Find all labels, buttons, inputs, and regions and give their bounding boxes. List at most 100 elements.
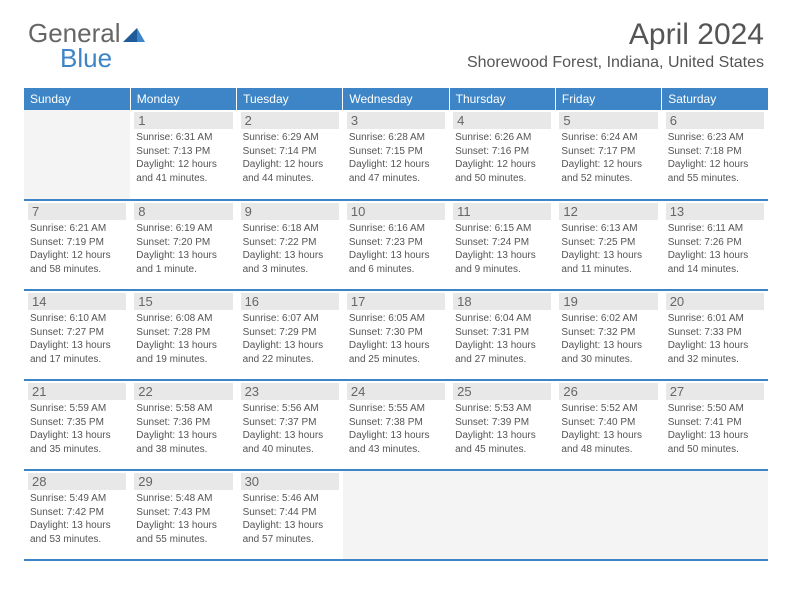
day-cell: 5 Sunrise: 6:24 AMSunset: 7:17 PMDaylight… [555, 110, 661, 200]
day-cell: 27 Sunrise: 5:50 AMSunset: 7:41 PMDayligh… [662, 380, 768, 470]
day-number: 2 [241, 112, 339, 129]
day-number: 12 [559, 203, 657, 220]
day-number: 14 [28, 293, 126, 310]
day-number: 30 [241, 473, 339, 490]
day-cell: 14 Sunrise: 6:10 AMSunset: 7:27 PMDayligh… [24, 290, 130, 380]
dow-header: Friday [555, 88, 661, 110]
header: GeneralBlue April 2024 Shorewood Forest,… [0, 0, 792, 80]
day-number: 11 [453, 203, 551, 220]
day-details: Sunrise: 5:53 AMSunset: 7:39 PMDaylight:… [453, 402, 551, 456]
day-details: Sunrise: 5:55 AMSunset: 7:38 PMDaylight:… [347, 402, 445, 456]
day-details: Sunrise: 6:19 AMSunset: 7:20 PMDaylight:… [134, 222, 232, 276]
day-details: Sunrise: 5:52 AMSunset: 7:40 PMDaylight:… [559, 402, 657, 456]
day-cell: 17 Sunrise: 6:05 AMSunset: 7:30 PMDayligh… [343, 290, 449, 380]
logo-mark-icon [123, 18, 145, 49]
day-cell: 24 Sunrise: 5:55 AMSunset: 7:38 PMDayligh… [343, 380, 449, 470]
dow-header: Wednesday [343, 88, 449, 110]
day-details: Sunrise: 6:24 AMSunset: 7:17 PMDaylight:… [559, 131, 657, 185]
day-details: Sunrise: 6:10 AMSunset: 7:27 PMDaylight:… [28, 312, 126, 366]
day-number: 3 [347, 112, 445, 129]
day-details: Sunrise: 6:04 AMSunset: 7:31 PMDaylight:… [453, 312, 551, 366]
day-details: Sunrise: 5:50 AMSunset: 7:41 PMDaylight:… [666, 402, 764, 456]
day-number: 27 [666, 383, 764, 400]
day-number: 5 [559, 112, 657, 129]
day-number: 26 [559, 383, 657, 400]
dow-header: Thursday [449, 88, 555, 110]
empty-day-cell [343, 470, 449, 560]
day-details: Sunrise: 6:18 AMSunset: 7:22 PMDaylight:… [241, 222, 339, 276]
day-number: 9 [241, 203, 339, 220]
day-number: 24 [347, 383, 445, 400]
location-text: Shorewood Forest, Indiana, United States [467, 54, 764, 72]
day-details: Sunrise: 6:21 AMSunset: 7:19 PMDaylight:… [28, 222, 126, 276]
day-number: 17 [347, 293, 445, 310]
day-details: Sunrise: 5:58 AMSunset: 7:36 PMDaylight:… [134, 402, 232, 456]
day-cell: 12 Sunrise: 6:13 AMSunset: 7:25 PMDayligh… [555, 200, 661, 290]
calendar-week-row: 14 Sunrise: 6:10 AMSunset: 7:27 PMDayligh… [24, 290, 768, 380]
day-details: Sunrise: 6:15 AMSunset: 7:24 PMDaylight:… [453, 222, 551, 276]
day-number: 21 [28, 383, 126, 400]
day-details: Sunrise: 6:05 AMSunset: 7:30 PMDaylight:… [347, 312, 445, 366]
dow-header: Tuesday [237, 88, 343, 110]
day-details: Sunrise: 5:49 AMSunset: 7:42 PMDaylight:… [28, 492, 126, 546]
day-cell: 3 Sunrise: 6:28 AMSunset: 7:15 PMDaylight… [343, 110, 449, 200]
calendar-week-row: 7 Sunrise: 6:21 AMSunset: 7:19 PMDaylight… [24, 200, 768, 290]
day-cell: 23 Sunrise: 5:56 AMSunset: 7:37 PMDayligh… [237, 380, 343, 470]
day-number: 15 [134, 293, 232, 310]
day-cell: 29 Sunrise: 5:48 AMSunset: 7:43 PMDayligh… [130, 470, 236, 560]
day-cell: 19Sunrise: 6:02 AMSunset: 7:32 PMDayligh… [555, 290, 661, 380]
day-cell: 16Sunrise: 6:07 AMSunset: 7:29 PMDayligh… [237, 290, 343, 380]
day-number: 19 [559, 293, 657, 310]
day-details: Sunrise: 6:11 AMSunset: 7:26 PMDaylight:… [666, 222, 764, 276]
calendar-table: SundayMondayTuesdayWednesdayThursdayFrid… [24, 88, 768, 561]
day-number: 10 [347, 203, 445, 220]
day-cell: 2 Sunrise: 6:29 AMSunset: 7:14 PMDaylight… [237, 110, 343, 200]
day-number: 7 [28, 203, 126, 220]
day-cell: 9 Sunrise: 6:18 AMSunset: 7:22 PMDaylight… [237, 200, 343, 290]
day-details: Sunrise: 6:13 AMSunset: 7:25 PMDaylight:… [559, 222, 657, 276]
day-number: 8 [134, 203, 232, 220]
day-number: 6 [666, 112, 764, 129]
day-cell: 26 Sunrise: 5:52 AMSunset: 7:40 PMDayligh… [555, 380, 661, 470]
day-details: Sunrise: 5:46 AMSunset: 7:44 PMDaylight:… [241, 492, 339, 546]
day-details: Sunrise: 6:23 AMSunset: 7:18 PMDaylight:… [666, 131, 764, 185]
day-cell: 22 Sunrise: 5:58 AMSunset: 7:36 PMDayligh… [130, 380, 236, 470]
day-details: Sunrise: 6:28 AMSunset: 7:15 PMDaylight:… [347, 131, 445, 185]
day-cell: 4Sunrise: 6:26 AMSunset: 7:16 PMDaylight… [449, 110, 555, 200]
day-number: 28 [28, 473, 126, 490]
day-details: Sunrise: 6:26 AMSunset: 7:16 PMDaylight:… [453, 131, 551, 185]
day-cell: 7 Sunrise: 6:21 AMSunset: 7:19 PMDaylight… [24, 200, 130, 290]
day-cell: 25 Sunrise: 5:53 AMSunset: 7:39 PMDayligh… [449, 380, 555, 470]
day-details: Sunrise: 6:31 AMSunset: 7:13 PMDaylight:… [134, 131, 232, 185]
day-cell: 21 Sunrise: 5:59 AMSunset: 7:35 PMDayligh… [24, 380, 130, 470]
page-title: April 2024 [467, 18, 764, 52]
day-details: Sunrise: 6:29 AMSunset: 7:14 PMDaylight:… [241, 131, 339, 185]
day-cell: 15Sunrise: 6:08 AMSunset: 7:28 PMDayligh… [130, 290, 236, 380]
day-cell: 28 Sunrise: 5:49 AMSunset: 7:42 PMDayligh… [24, 470, 130, 560]
day-number: 13 [666, 203, 764, 220]
calendar-week-row: 28 Sunrise: 5:49 AMSunset: 7:42 PMDayligh… [24, 470, 768, 560]
day-cell: 30 Sunrise: 5:46 AMSunset: 7:44 PMDayligh… [237, 470, 343, 560]
day-number: 29 [134, 473, 232, 490]
day-number: 1 [134, 112, 232, 129]
empty-day-cell [555, 470, 661, 560]
day-number: 20 [666, 293, 764, 310]
day-cell: 6 Sunrise: 6:23 AMSunset: 7:18 PMDaylight… [662, 110, 768, 200]
empty-day-cell [449, 470, 555, 560]
title-block: April 2024 Shorewood Forest, Indiana, Un… [467, 18, 764, 72]
day-details: Sunrise: 6:01 AMSunset: 7:33 PMDaylight:… [666, 312, 764, 366]
day-details: Sunrise: 6:07 AMSunset: 7:29 PMDaylight:… [241, 312, 339, 366]
day-number: 25 [453, 383, 551, 400]
day-details: Sunrise: 5:59 AMSunset: 7:35 PMDaylight:… [28, 402, 126, 456]
dow-header: Monday [130, 88, 236, 110]
day-details: Sunrise: 5:56 AMSunset: 7:37 PMDaylight:… [241, 402, 339, 456]
day-number: 23 [241, 383, 339, 400]
day-cell: 13 Sunrise: 6:11 AMSunset: 7:26 PMDayligh… [662, 200, 768, 290]
calendar-week-row: 1 Sunrise: 6:31 AMSunset: 7:13 PMDaylight… [24, 110, 768, 200]
day-number: 22 [134, 383, 232, 400]
day-details: Sunrise: 5:48 AMSunset: 7:43 PMDaylight:… [134, 492, 232, 546]
logo: GeneralBlue [28, 18, 158, 74]
day-number: 18 [453, 293, 551, 310]
calendar-header-row: SundayMondayTuesdayWednesdayThursdayFrid… [24, 88, 768, 110]
day-cell: 1 Sunrise: 6:31 AMSunset: 7:13 PMDaylight… [130, 110, 236, 200]
